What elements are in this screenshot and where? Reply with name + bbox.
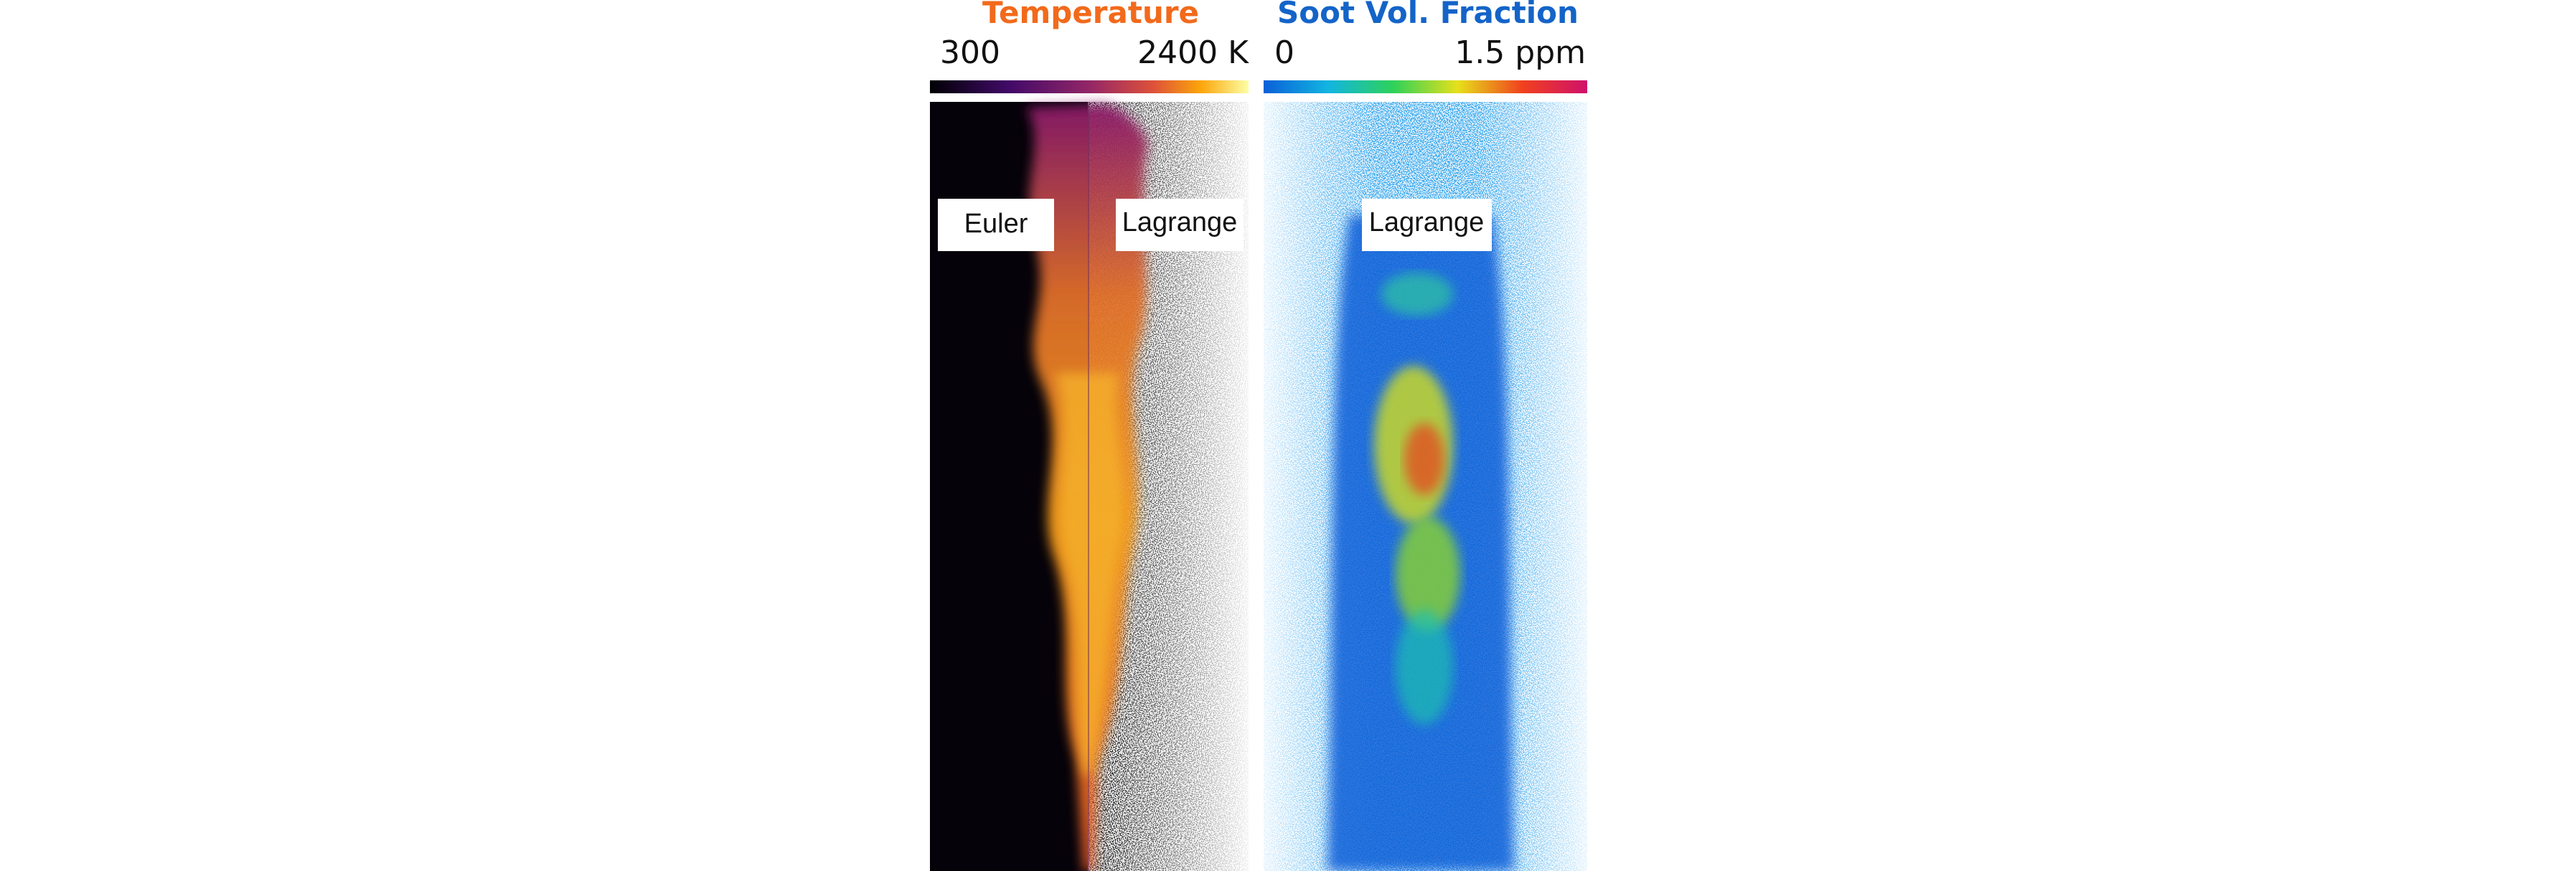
colorbar-max: 1.5 ppm	[1454, 34, 1586, 71]
region-label: Euler	[964, 209, 1028, 239]
colorbar	[1264, 80, 1587, 93]
colorbar-min: 300	[940, 34, 1000, 71]
panel-title: Temperature	[982, 0, 1199, 30]
label-box	[1362, 199, 1492, 251]
region-label: Lagrange	[1122, 207, 1238, 237]
colorbar-max: 2400 K	[1137, 34, 1249, 71]
region-label: Lagrange	[1369, 207, 1485, 237]
colorbar	[930, 80, 1249, 93]
label-box	[938, 199, 1054, 251]
panel-title: Soot Vol. Fraction	[1277, 0, 1579, 30]
colorbar-min: 0	[1274, 34, 1294, 71]
label-box	[1116, 199, 1244, 251]
